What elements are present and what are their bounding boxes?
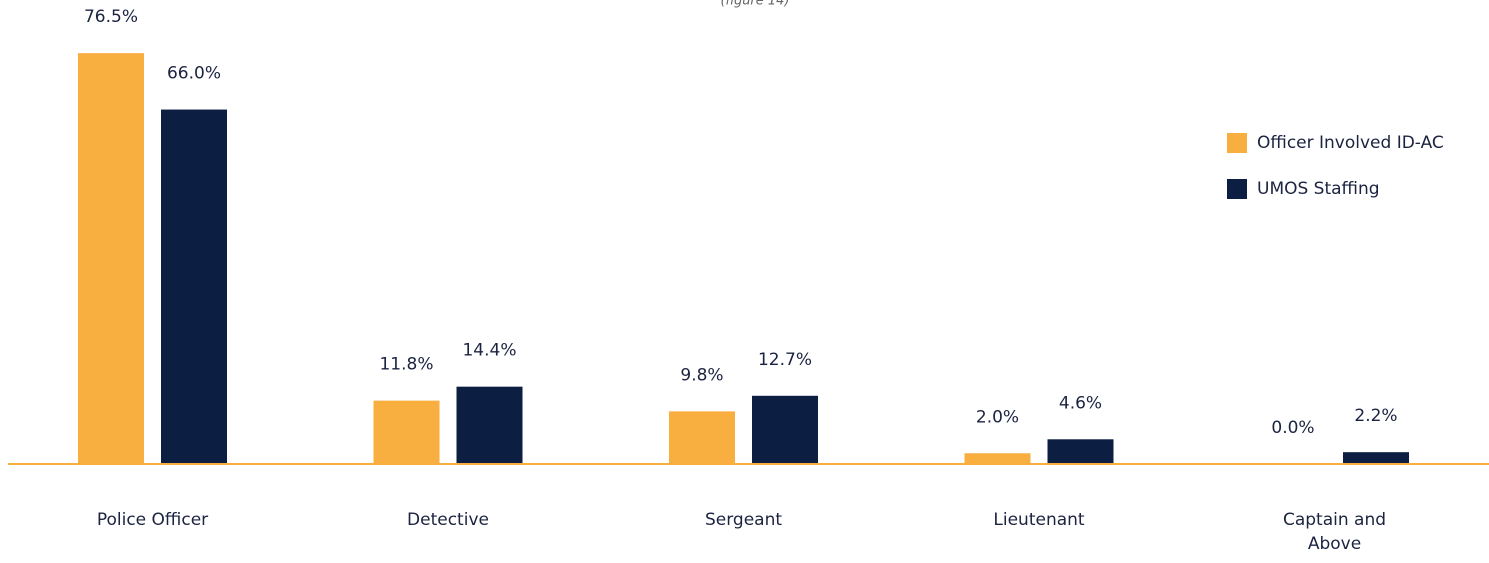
data-label: 11.8% [379,355,433,375]
x-tick-label: Captain and Above [1282,510,1387,554]
data-label: 2.0% [976,407,1019,427]
bar [161,109,227,465]
data-label: 76.5% [84,7,138,27]
data-label: 2.2% [1354,406,1397,426]
bar [78,53,144,465]
bar [669,411,735,464]
bar [1047,439,1114,464]
x-tick-label: Lieutenant [993,510,1085,530]
bar [456,386,523,464]
bar [373,400,440,464]
x-tick-label: Police Officer [96,510,209,530]
legend-swatch [1227,179,1247,199]
data-label: 12.7% [758,350,812,370]
legend-label: UMOS Staffing [1257,179,1380,199]
x-tick-label: Detective [407,510,489,530]
bar [752,395,818,464]
legend-swatch [1227,133,1247,153]
bar [1343,452,1409,464]
chart-subtitle: (figure 14) [720,0,789,9]
data-label: 14.4% [462,341,516,361]
data-label: 0.0% [1271,418,1314,438]
data-label: 66.0% [167,64,221,84]
data-label: 9.8% [680,365,723,385]
x-tick-label: Sergeant [704,510,783,530]
legend-label: Officer Involved ID-AC [1257,133,1444,153]
data-label: 4.6% [1059,393,1102,413]
bar [964,453,1031,464]
